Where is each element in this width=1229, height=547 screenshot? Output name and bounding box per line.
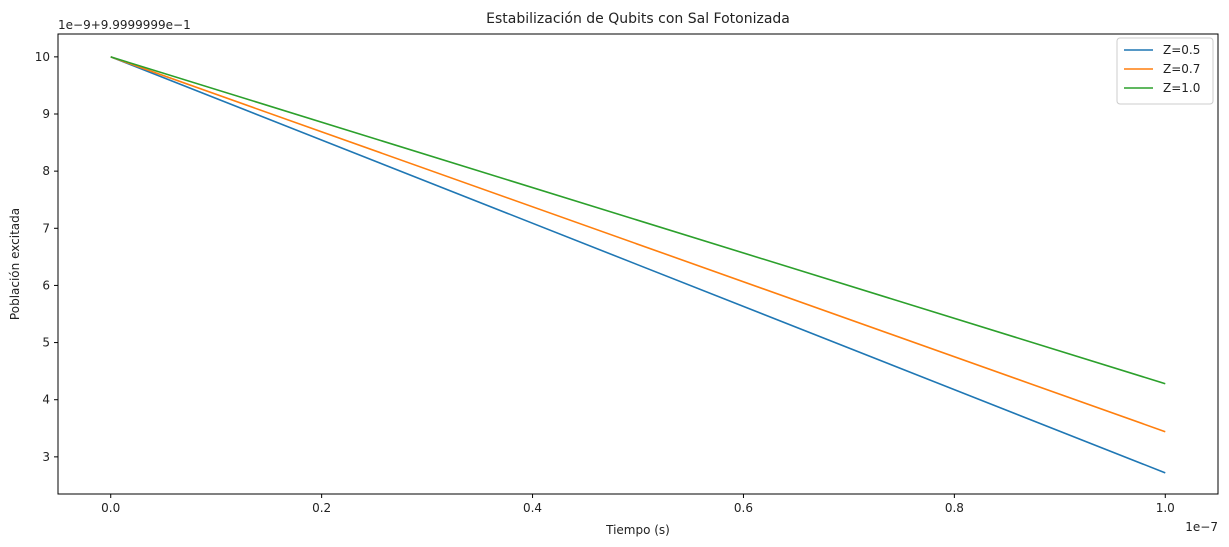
x-tick-label: 0.6: [734, 501, 753, 515]
y-tick-label: 10: [35, 50, 50, 64]
legend: Z=0.5 Z=0.7 Z=1.0: [1116, 37, 1214, 105]
y-tick-label: 8: [42, 164, 50, 178]
legend-label: Z=0.7: [1163, 62, 1200, 76]
chart-title: Estabilización de Qubits con Sal Fotoniz…: [486, 11, 790, 27]
y-tick-label: 7: [42, 221, 50, 235]
y-offset-label: 1e−9+9.9999999e−1: [58, 18, 191, 32]
x-tick-label: 0.8: [945, 501, 964, 515]
x-tick-label: 0.4: [523, 501, 542, 515]
y-tick-label: 6: [42, 278, 50, 292]
x-axis-label: Tiempo (s): [605, 523, 670, 537]
y-tick-label: 3: [42, 450, 50, 464]
x-tick-label: 1.0: [1156, 501, 1175, 515]
legend-label: Z=1.0: [1163, 81, 1200, 95]
plot-frame: [57, 33, 1219, 495]
x-tick-label: 0.0: [101, 501, 120, 515]
series-line-Z=0.5: [110, 56, 1166, 474]
series-line-Z=0.7: [110, 56, 1166, 433]
legend-label: Z=0.5: [1163, 43, 1200, 57]
y-axis-label: Población excitada: [8, 208, 22, 320]
series-line-Z=1.0: [110, 56, 1166, 385]
x-tick-label: 0.2: [312, 501, 331, 515]
y-tick-label: 5: [42, 336, 50, 350]
y-tick-label: 9: [42, 107, 50, 121]
y-tick-label: 4: [42, 393, 50, 407]
x-offset-label: 1e−7: [1185, 520, 1218, 534]
